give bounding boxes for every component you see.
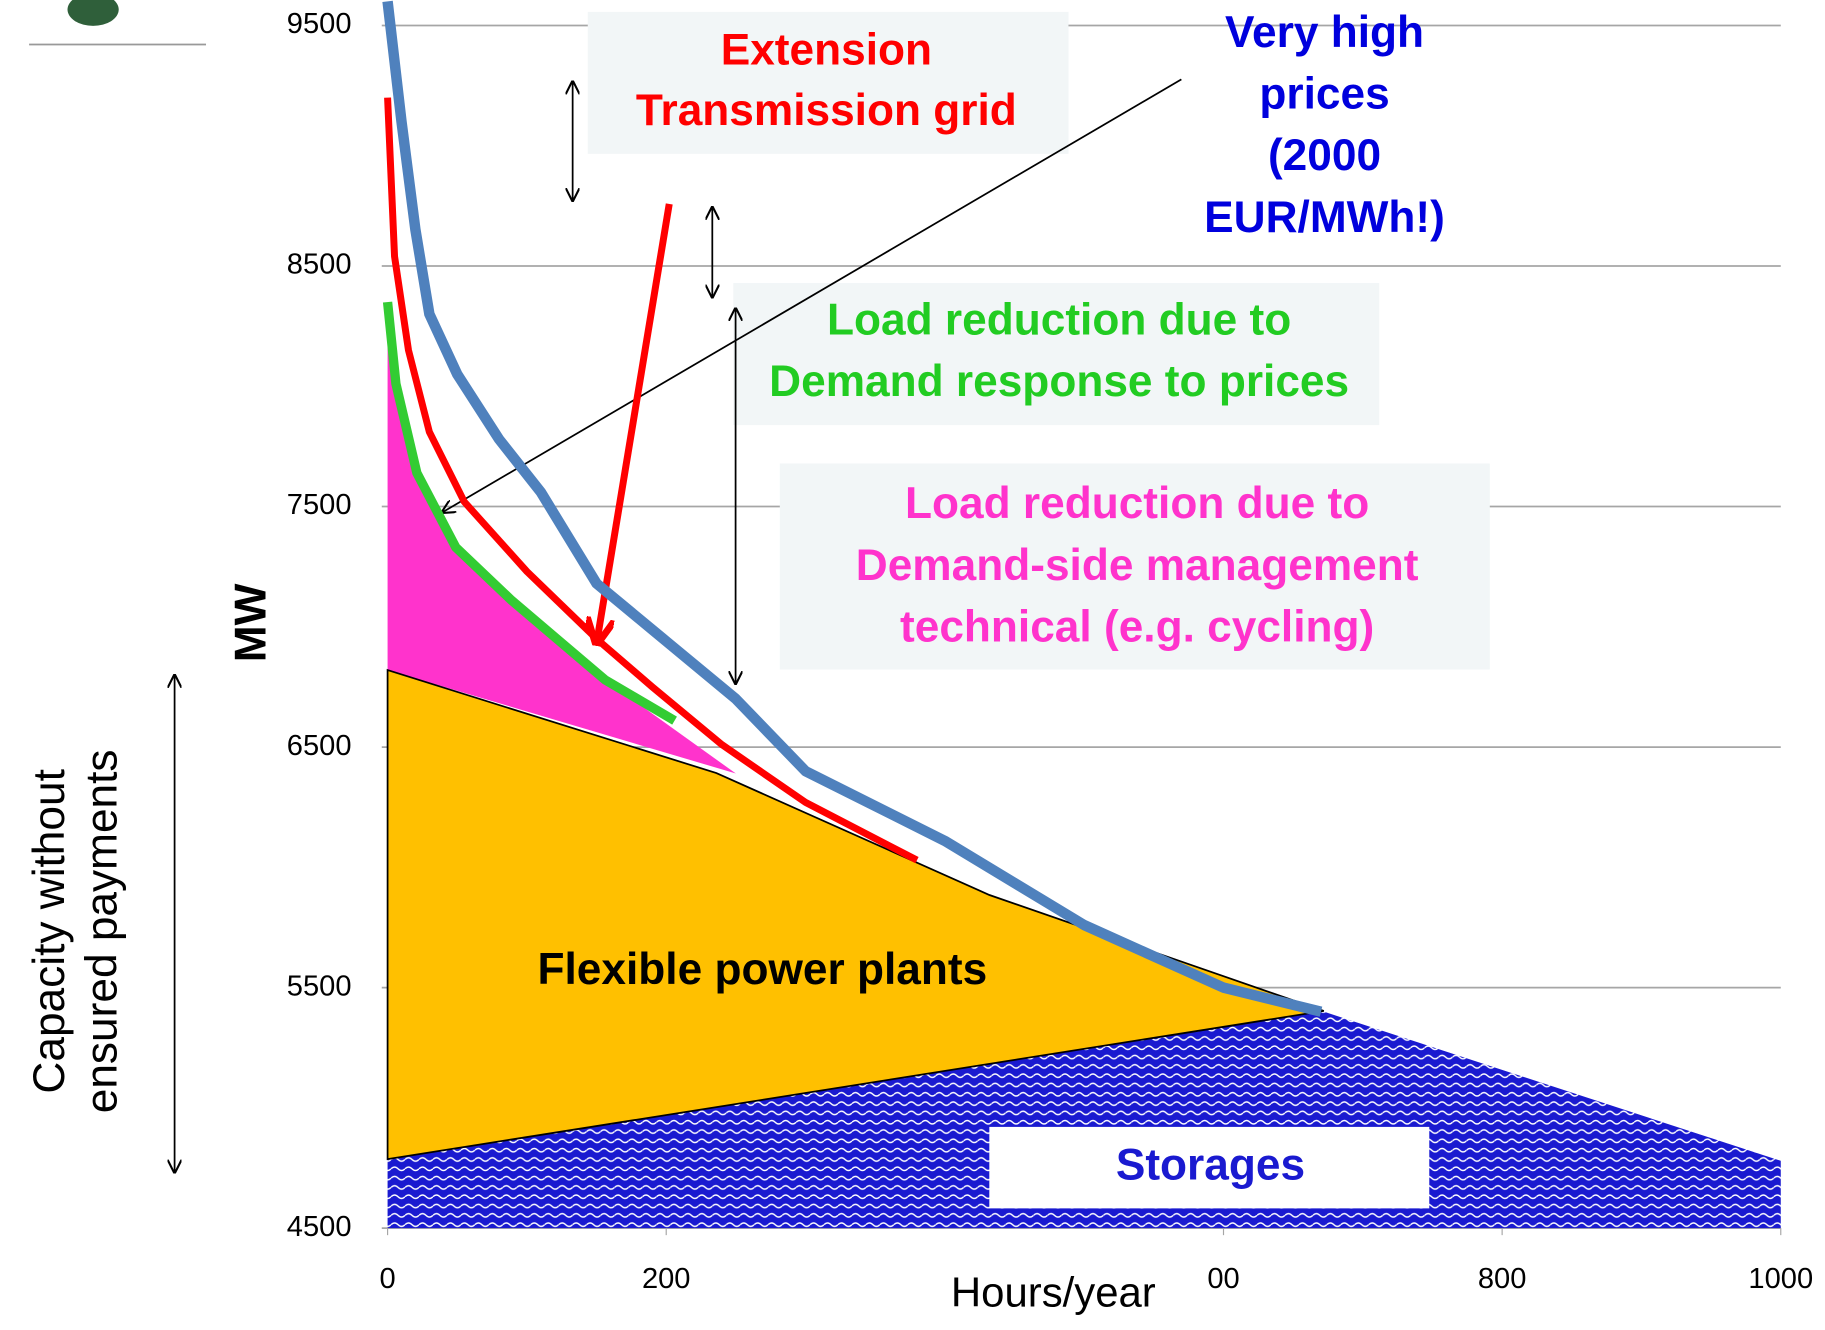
annotation: Storages <box>1116 1140 1305 1189</box>
annotation: EUR/MWh!) <box>1204 193 1445 242</box>
arrows <box>175 78 1182 1172</box>
x-tick-label: 0 <box>379 1263 395 1295</box>
series-line <box>384 97 919 864</box>
annotation: Flexible power plants <box>538 945 988 994</box>
y-tick-label: 5500 <box>287 970 352 1002</box>
annotation: Extension <box>721 25 932 74</box>
region <box>387 338 736 774</box>
y-tick-label: 7500 <box>287 489 352 521</box>
y-tick-label: 9500 <box>287 8 352 40</box>
y-tick-label: 6500 <box>287 730 352 762</box>
y-axis-label: MW <box>226 583 275 662</box>
y-tick-label: 8500 <box>287 249 352 281</box>
region <box>387 1011 1781 1229</box>
annotation: Transmission grid <box>636 86 1017 135</box>
logo <box>29 0 207 46</box>
annotation: Load reduction due to <box>827 295 1291 344</box>
y-tick-label: 4500 <box>287 1211 352 1243</box>
annotation: prices <box>1259 70 1389 119</box>
x-axis-label: Hours/year <box>951 1269 1156 1316</box>
annotation: (2000 <box>1268 131 1381 180</box>
annotation: Very high <box>1225 8 1424 57</box>
x-tick-label: 800 <box>1478 1263 1527 1295</box>
annotation: technical (e.g. cycling) <box>900 603 1374 652</box>
annotation: Load reduction due to <box>905 479 1369 528</box>
annotation-boxes <box>587 11 1490 1209</box>
series-line <box>382 0 1323 1017</box>
x-tick-label: 1000 <box>1748 1263 1813 1295</box>
x-tick-label: 00 <box>1207 1263 1239 1295</box>
annotation: Demand response to prices <box>769 357 1349 406</box>
annotation: ensured payments <box>77 749 126 1113</box>
annotation: Capacity without <box>25 769 74 1093</box>
annotation: Demand-side management <box>856 541 1419 590</box>
series-line <box>382 301 677 725</box>
x-tick-label: 200 <box>642 1263 691 1295</box>
